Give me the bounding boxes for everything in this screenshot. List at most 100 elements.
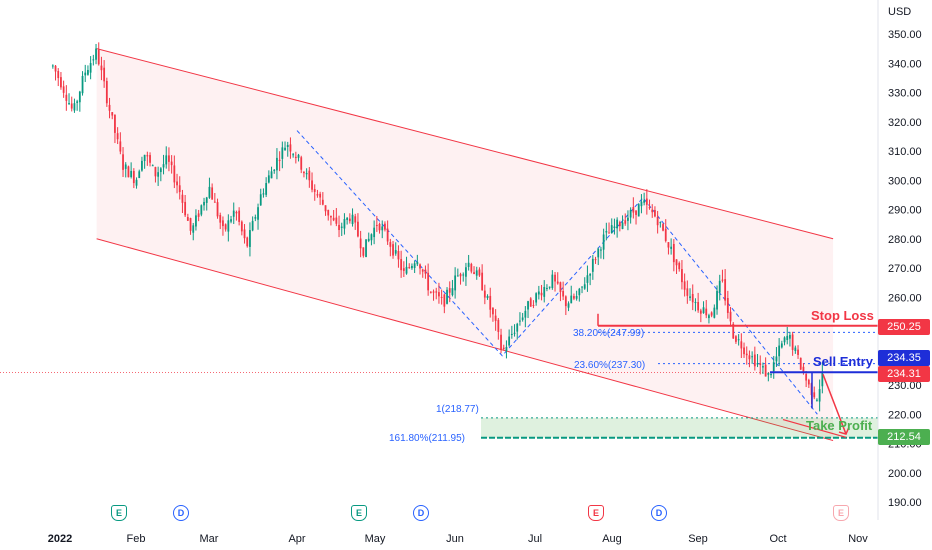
candle-body bbox=[203, 201, 205, 206]
candle-body bbox=[799, 357, 802, 370]
candle-body bbox=[745, 353, 748, 356]
candle-body bbox=[527, 301, 529, 310]
candle-body bbox=[759, 363, 762, 366]
fib-label-23: 23.60%(237.30) bbox=[574, 360, 646, 371]
candle-body bbox=[257, 207, 259, 220]
candle-body bbox=[540, 292, 543, 296]
candle-body bbox=[537, 291, 540, 295]
candle-body bbox=[240, 221, 243, 232]
candle-body bbox=[683, 281, 686, 290]
candle-body bbox=[600, 249, 602, 251]
candle-body bbox=[529, 298, 532, 307]
candle-body bbox=[408, 267, 411, 269]
candle-body bbox=[575, 296, 578, 299]
candle-body bbox=[227, 220, 230, 232]
candle-body bbox=[432, 291, 435, 293]
candle-body bbox=[159, 168, 162, 173]
candle-body bbox=[543, 287, 546, 297]
candle-body bbox=[546, 287, 548, 289]
candle-body bbox=[132, 170, 135, 184]
candle-body bbox=[465, 267, 467, 277]
candle-body bbox=[359, 238, 362, 249]
candle-body bbox=[100, 65, 103, 71]
take-profit-pointer bbox=[782, 418, 847, 438]
sell-entry-price-badge: 234.35 bbox=[878, 350, 930, 366]
projection-arrow-head bbox=[838, 426, 850, 435]
candle-body bbox=[238, 210, 241, 222]
candle-body bbox=[500, 334, 502, 350]
candle-body bbox=[84, 72, 87, 76]
candle-body bbox=[467, 262, 470, 267]
y-tick-label: 280.00 bbox=[888, 234, 922, 246]
candle-body bbox=[654, 209, 656, 217]
candle-body bbox=[224, 224, 227, 230]
candle-body bbox=[813, 392, 816, 398]
candle-body bbox=[778, 345, 781, 357]
earnings-event-icon[interactable]: E bbox=[111, 505, 127, 521]
candle-body bbox=[249, 230, 251, 247]
candle-body bbox=[92, 59, 95, 61]
candle-body bbox=[791, 334, 794, 350]
take-profit-annotation: Take Profit bbox=[806, 418, 873, 433]
candle-body bbox=[564, 296, 567, 307]
candle-body bbox=[338, 224, 340, 231]
candle-body bbox=[108, 104, 111, 111]
candle-body bbox=[478, 269, 481, 276]
candle-body bbox=[89, 63, 92, 73]
candle-body bbox=[648, 207, 651, 209]
candle-body bbox=[168, 155, 170, 162]
x-tick-label: Aug bbox=[602, 533, 622, 545]
dividend-event-icon[interactable]: D bbox=[173, 505, 189, 521]
candle-body bbox=[440, 296, 443, 298]
candle-body bbox=[384, 223, 386, 230]
candle-body bbox=[235, 211, 238, 214]
candle-body bbox=[313, 189, 316, 192]
candle-body bbox=[165, 155, 168, 165]
y-tick-label: 300.00 bbox=[888, 175, 922, 187]
earnings-event-icon[interactable]: E bbox=[588, 505, 604, 521]
candle-body bbox=[424, 269, 427, 274]
candle-body bbox=[789, 335, 791, 339]
candle-body bbox=[492, 308, 494, 315]
candle-body bbox=[735, 336, 737, 342]
candle-body bbox=[818, 389, 821, 402]
candle-body bbox=[681, 269, 683, 283]
candle-body bbox=[57, 70, 60, 79]
candle-body bbox=[481, 272, 484, 291]
channel-upper-line bbox=[96, 48, 834, 240]
candle-body bbox=[713, 307, 716, 318]
upcoming-earnings-event-icon[interactable]: E bbox=[833, 505, 849, 521]
y-tick-label: 230.00 bbox=[888, 380, 922, 392]
candle-body bbox=[421, 269, 424, 272]
channel-lower-line bbox=[96, 238, 834, 442]
candle-body bbox=[402, 268, 405, 271]
channel-fill bbox=[96, 48, 834, 441]
candle-body bbox=[446, 289, 448, 304]
take-profit-price-badge: 212.54 bbox=[878, 429, 930, 445]
candle-body bbox=[303, 172, 305, 174]
candle-body bbox=[786, 335, 789, 340]
candle-body bbox=[81, 75, 84, 94]
candle-body bbox=[794, 347, 797, 352]
candle-body bbox=[708, 315, 710, 319]
candle-body bbox=[459, 274, 462, 277]
candle-body bbox=[330, 215, 332, 218]
candle-body bbox=[427, 272, 430, 291]
candle-body bbox=[513, 332, 516, 334]
candle-body bbox=[586, 275, 589, 283]
fib-label-161: 161.80%(211.95) bbox=[389, 433, 465, 444]
dividend-event-icon[interactable]: D bbox=[413, 505, 429, 521]
candle-body bbox=[629, 209, 632, 218]
x-tick-label: 2022 bbox=[48, 533, 72, 545]
dividend-event-icon[interactable]: D bbox=[651, 505, 667, 521]
earnings-event-icon[interactable]: E bbox=[351, 505, 367, 521]
candle-body bbox=[664, 228, 667, 241]
candle-body bbox=[562, 291, 565, 297]
candle-body bbox=[429, 291, 432, 293]
candle-body bbox=[284, 147, 286, 151]
candle-body bbox=[170, 161, 173, 166]
candle-body bbox=[697, 302, 700, 311]
x-tick-label: Jun bbox=[446, 533, 464, 545]
candle-body bbox=[389, 242, 392, 247]
